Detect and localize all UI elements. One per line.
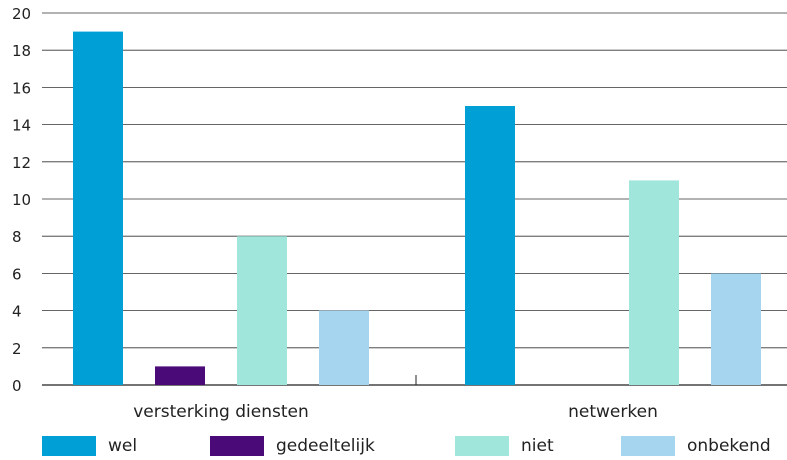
gridlines: [42, 12, 787, 386]
y-tick-label-10: 10: [12, 191, 31, 209]
category-labels: versterking diensten netwerken: [133, 402, 658, 422]
bar-wel-0: [73, 31, 123, 385]
legend-swatch-niet: [455, 436, 509, 456]
bar-wel-1: [465, 106, 515, 385]
y-tick-label-18: 18: [12, 42, 31, 60]
bar-chart: 0 2 4 6 8 10 12 14 16 18 20 versterking diensten ne…: [12, 5, 787, 422]
legend-swatch-wel: [42, 436, 96, 456]
y-tick-label-16: 16: [12, 79, 31, 97]
y-tick-label-14: 14: [12, 117, 31, 135]
bar-gedeeltelijk-0: [155, 366, 205, 385]
category-label-1: netwerken: [568, 402, 658, 422]
y-tick-label-4: 4: [12, 303, 22, 321]
y-tick-label-0: 0: [12, 377, 22, 395]
legend-item-niet: niet: [455, 434, 554, 458]
legend-label-niet: niet: [521, 436, 554, 456]
bar-niet-1: [629, 180, 679, 385]
legend: wel gedeeltelijk niet onbekend: [0, 434, 787, 460]
y-tick-label-12: 12: [12, 154, 31, 172]
legend-item-wel: wel: [42, 434, 137, 458]
y-tick-label-2: 2: [12, 340, 22, 358]
legend-item-gedeeltelijk: gedeeltelijk: [210, 434, 375, 458]
bar-onbekend-1: [711, 273, 761, 385]
bars: [73, 31, 761, 385]
legend-label-onbekend: onbekend: [687, 436, 771, 456]
bar-niet-0: [237, 236, 287, 385]
y-tick-label-8: 8: [12, 228, 22, 246]
legend-label-wel: wel: [108, 436, 138, 456]
y-axis-ticks: 0 2 4 6 8 10 12 14 16 18 20: [12, 5, 31, 395]
legend-item-onbekend: onbekend: [621, 434, 771, 458]
y-tick-label-6: 6: [12, 265, 22, 283]
legend-swatch-onbekend: [621, 436, 675, 456]
bar-onbekend-0: [319, 310, 369, 385]
legend-label-gedeeltelijk: gedeeltelijk: [276, 436, 375, 456]
legend-swatch-gedeeltelijk: [210, 436, 264, 456]
y-tick-label-20: 20: [12, 5, 31, 23]
category-label-0: versterking diensten: [133, 402, 309, 422]
